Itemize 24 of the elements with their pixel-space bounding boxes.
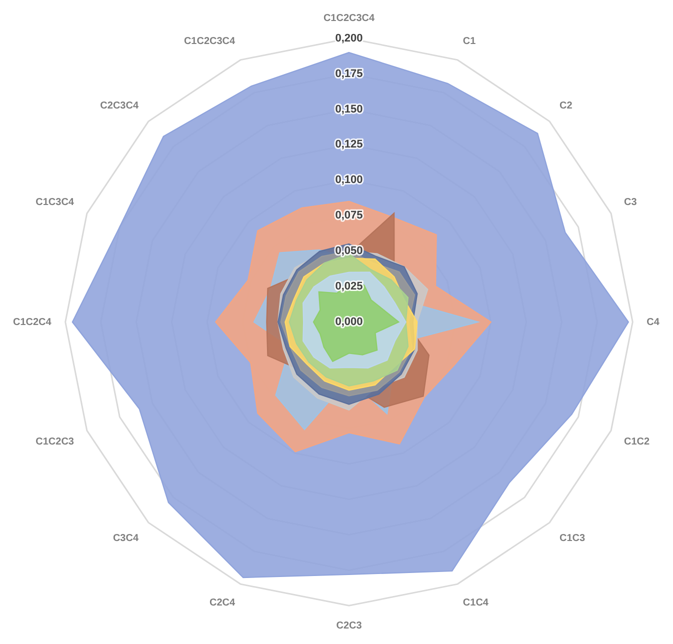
spoke-label: C4	[646, 316, 660, 328]
spoke-label: C3C4	[112, 533, 139, 544]
spoke-label: C1C3	[559, 533, 586, 544]
spoke-label: C1C3C4	[36, 196, 74, 208]
spoke-label: C1C2	[624, 436, 650, 448]
spoke-label: C1C2C4	[12, 316, 52, 328]
spoke-label: C1C2C3C4	[323, 13, 375, 24]
spoke-label: C1C2C3	[36, 436, 74, 448]
spoke-label: C2	[559, 100, 573, 112]
y-tick-label: 0,150	[335, 103, 363, 116]
y-tick-label: 0,175	[335, 68, 363, 80]
spoke-label: C2C4	[210, 598, 236, 609]
spoke-label: C2C3	[336, 620, 362, 632]
spoke-label: C3	[624, 196, 638, 208]
spoke-label: C1C4	[462, 598, 489, 609]
spoke-label: C1C2C3C4	[184, 36, 236, 47]
y-tick-label: 0,125	[335, 138, 363, 151]
spoke-label: C2C3C4	[100, 100, 139, 112]
y-tick-label: 0,100	[335, 174, 363, 186]
spoke-label: C1	[462, 36, 476, 47]
y-tick-label: 0,075	[335, 210, 363, 222]
y-tick-label: 0,200	[335, 32, 363, 44]
y-tick-label: 0,050	[335, 245, 363, 258]
y-tick-label: 0,000	[335, 316, 363, 328]
